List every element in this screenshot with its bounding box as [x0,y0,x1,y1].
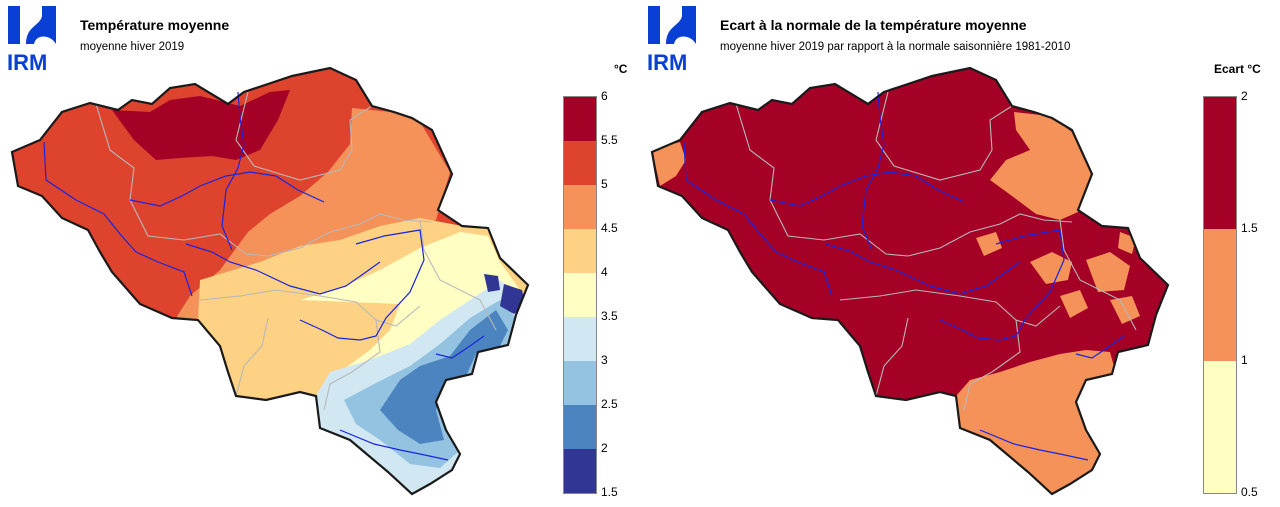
legend-unit: Ecart °C [1214,62,1261,76]
legend-tick-label: 0.5 [1241,485,1258,499]
legend-bin [564,317,596,361]
legend-tick-label: 2 [1241,89,1248,103]
legend-tick-label: 1 [1241,353,1248,367]
legend-bin [1204,97,1236,229]
legend-bin [564,229,596,273]
map-subtitle: moyenne hiver 2019 [80,41,185,53]
legend-tick-label: 5 [601,177,608,191]
province-boundaries [735,91,1137,411]
legend-bin [564,141,596,185]
belgium-temperature-map [10,66,530,496]
anomaly-legend [1203,96,1237,494]
legend-tick-label: 4 [601,265,608,279]
legend-bin [564,97,596,141]
legend-tick-label: 2.5 [601,397,618,411]
map-title: Température moyenne [80,17,230,33]
legend-tick-label: 3.5 [601,309,618,323]
panel-mean-temperature: IRM Température moyenne moyenne hiver 20… [7,6,628,499]
legend-bin [564,449,596,493]
irm-logo-text: IRM [7,50,47,72]
legend-tick-label: 6 [601,89,608,103]
legend-bin [1204,361,1236,493]
legend-tick-label: 4.5 [601,221,618,235]
legend-tick-label: 1.5 [601,485,618,499]
irm-logo: IRM [647,6,696,72]
belgium-anomaly-map [650,66,1170,496]
legend-bin [1204,229,1236,361]
legend-tick-label: 2 [601,441,608,455]
legend-bin [564,361,596,405]
map-title: Ecart à la normale de la température moy… [720,17,1027,33]
legend-tick-label: 1.5 [1241,221,1258,235]
province-boundaries [95,91,497,411]
rivers [43,91,485,461]
legend-bin [564,273,596,317]
irm-logo-text: IRM [647,50,687,72]
temperature-legend [563,96,597,494]
legend-bin [564,405,596,449]
panel-temperature-anomaly: IRM Ecart à la normale de la température… [640,0,1280,507]
irm-logo: IRM [7,6,56,72]
legend-tick-label: 5.5 [601,133,618,147]
legend-bin [564,185,596,229]
rivers [683,91,1125,461]
map-subtitle: moyenne hiver 2019 par rapport à la norm… [720,41,1071,53]
legend-tick-label: 3 [601,353,608,367]
legend-unit: °C [614,62,628,76]
